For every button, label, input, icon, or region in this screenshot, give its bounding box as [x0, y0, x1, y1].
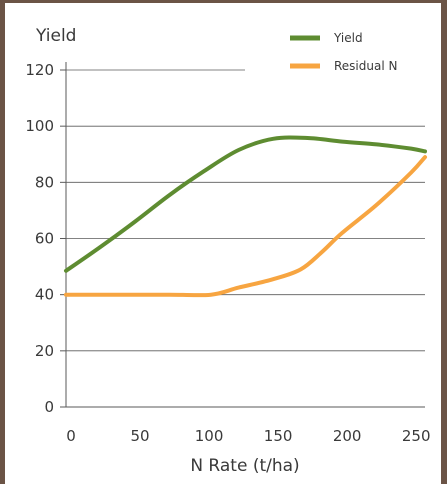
y-tick-label-20: 20	[35, 342, 54, 360]
series-line-residual-n	[64, 155, 427, 298]
x-tick-label-200: 200	[333, 427, 362, 445]
x-tick-label-0: 0	[66, 427, 76, 445]
axes	[60, 62, 425, 408]
legend-label-residual-n: Residual N	[334, 59, 397, 73]
x-tick-label-100: 100	[195, 427, 224, 445]
legend-label-yield: Yield	[333, 31, 363, 45]
y-tick-labels: 0 20 40 60 80 100 120	[25, 61, 54, 416]
x-tick-label-50: 50	[130, 427, 149, 445]
y-tick-label-40: 40	[35, 286, 54, 304]
y-axis-label: Yield	[35, 26, 76, 46]
x-tick-label-250: 250	[402, 427, 431, 445]
y-tick-label-100: 100	[25, 117, 54, 135]
x-axis-label: N Rate (t/ha)	[190, 456, 299, 476]
legend: Yield Residual N	[290, 31, 397, 73]
x-tick-labels: 0 50 100 150 200 250	[66, 427, 430, 445]
y-tick-label-60: 60	[35, 230, 54, 248]
y-tick-label-0: 0	[44, 398, 54, 416]
series-lines	[64, 135, 427, 298]
x-tick-label-150: 150	[264, 427, 293, 445]
series-line-yield	[64, 135, 427, 273]
y-tick-label-120: 120	[25, 61, 54, 79]
y-tick-label-80: 80	[35, 173, 54, 191]
